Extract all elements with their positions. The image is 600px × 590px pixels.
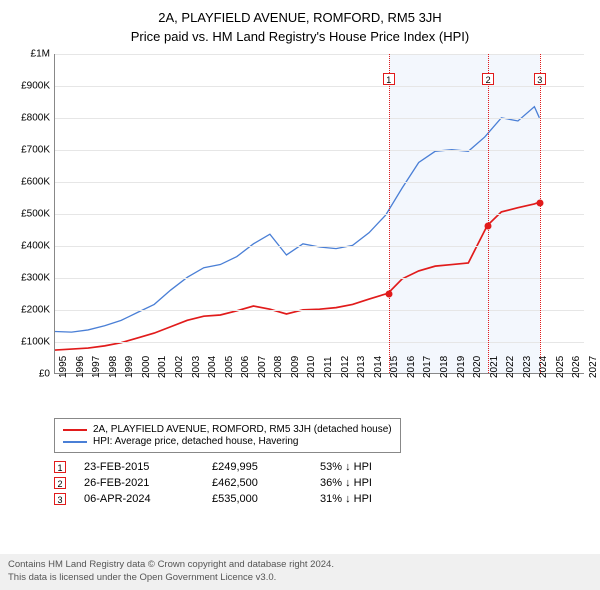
y-tick-label: £100K <box>10 337 50 348</box>
event-row-delta: 53% ↓ HPI <box>320 461 372 473</box>
event-row-date: 23-FEB-2015 <box>84 461 194 473</box>
gridline <box>55 182 584 183</box>
y-tick-label: £900K <box>10 81 50 92</box>
footer: Contains HM Land Registry data © Crown c… <box>0 554 600 590</box>
event-row-price: £535,000 <box>212 493 302 505</box>
title-address: 2A, PLAYFIELD AVENUE, ROMFORD, RM5 3JH <box>10 10 590 25</box>
x-tick-label: 1996 <box>75 356 86 378</box>
event-row-num: 1 <box>54 461 66 473</box>
footer-line1: Contains HM Land Registry data © Crown c… <box>8 559 592 572</box>
event-row: 1 23-FEB-2015 £249,995 53% ↓ HPI <box>54 461 590 473</box>
x-tick-label: 2015 <box>389 356 400 378</box>
legend: 2A, PLAYFIELD AVENUE, ROMFORD, RM5 3JH (… <box>54 418 401 453</box>
x-tick-label: 2009 <box>290 356 301 378</box>
y-tick-label: £700K <box>10 145 50 156</box>
footer-line2: This data is licensed under the Open Gov… <box>8 572 592 585</box>
event-row: 3 06-APR-2024 £535,000 31% ↓ HPI <box>54 493 590 505</box>
legend-swatch <box>63 429 87 431</box>
series-price_paid <box>55 202 539 350</box>
legend-row: HPI: Average price, detached house, Have… <box>63 436 392 447</box>
x-tick-label: 2000 <box>141 356 152 378</box>
x-tick-label: 1999 <box>124 356 135 378</box>
x-tick-label: 1997 <box>91 356 102 378</box>
event-row-num: 2 <box>54 477 66 489</box>
x-tick-label: 2013 <box>356 356 367 378</box>
x-tick-label: 2025 <box>555 356 566 378</box>
legend-label: 2A, PLAYFIELD AVENUE, ROMFORD, RM5 3JH (… <box>93 424 392 435</box>
y-tick-label: £200K <box>10 305 50 316</box>
x-tick-label: 2007 <box>257 356 268 378</box>
legend-swatch <box>63 441 87 443</box>
x-tick-label: 2023 <box>522 356 533 378</box>
x-tick-label: 2024 <box>538 356 549 378</box>
event-price-dot <box>485 223 492 230</box>
gridline <box>55 342 584 343</box>
event-vline <box>488 54 489 373</box>
plot: 1 2 3 <box>54 54 584 374</box>
x-tick-label: 2016 <box>406 356 417 378</box>
event-row-date: 06-APR-2024 <box>84 493 194 505</box>
gridline <box>55 246 584 247</box>
x-tick-label: 2012 <box>340 356 351 378</box>
event-marker-label: 3 <box>534 73 546 85</box>
y-tick-label: £300K <box>10 273 50 284</box>
event-price-dot <box>385 291 392 298</box>
x-tick-label: 2011 <box>323 356 334 378</box>
event-row: 2 26-FEB-2021 £462,500 36% ↓ HPI <box>54 477 590 489</box>
event-row-price: £462,500 <box>212 477 302 489</box>
event-row-date: 26-FEB-2021 <box>84 477 194 489</box>
gridline <box>55 118 584 119</box>
legend-label: HPI: Average price, detached house, Have… <box>93 436 299 447</box>
x-tick-label: 2005 <box>224 356 235 378</box>
x-tick-label: 1995 <box>58 356 69 378</box>
x-tick-label: 2020 <box>472 356 483 378</box>
x-tick-label: 2021 <box>489 356 500 378</box>
gridline <box>55 310 584 311</box>
y-tick-label: £800K <box>10 113 50 124</box>
x-tick-label: 2026 <box>571 356 582 378</box>
event-marker-label: 2 <box>482 73 494 85</box>
x-tick-label: 1998 <box>108 356 119 378</box>
y-tick-label: £600K <box>10 177 50 188</box>
event-row-num: 3 <box>54 493 66 505</box>
title-subtitle: Price paid vs. HM Land Registry's House … <box>10 29 590 44</box>
x-tick-label: 2022 <box>505 356 516 378</box>
event-price-dot <box>536 199 543 206</box>
x-tick-label: 2014 <box>373 356 384 378</box>
x-tick-label: 2002 <box>174 356 185 378</box>
x-tick-label: 2001 <box>157 356 168 378</box>
x-tick-label: 2017 <box>422 356 433 378</box>
gridline <box>55 214 584 215</box>
event-row-delta: 31% ↓ HPI <box>320 493 372 505</box>
series-hpi <box>55 107 539 332</box>
y-tick-label: £0 <box>10 369 50 380</box>
event-vline <box>540 54 541 373</box>
y-tick-label: £1M <box>10 49 50 60</box>
legend-row: 2A, PLAYFIELD AVENUE, ROMFORD, RM5 3JH (… <box>63 424 392 435</box>
event-vline <box>389 54 390 373</box>
y-tick-label: £400K <box>10 241 50 252</box>
gridline <box>55 86 584 87</box>
x-tick-label: 2008 <box>273 356 284 378</box>
gridline <box>55 150 584 151</box>
x-tick-label: 2004 <box>207 356 218 378</box>
chart-area: 123 £0£100K£200K£300K£400K£500K£600K£700… <box>10 54 590 374</box>
x-tick-label: 2003 <box>191 356 202 378</box>
x-tick-label: 2018 <box>439 356 450 378</box>
chart-container: 2A, PLAYFIELD AVENUE, ROMFORD, RM5 3JH P… <box>0 0 600 590</box>
y-tick-label: £500K <box>10 209 50 220</box>
gridline <box>55 278 584 279</box>
events-table: 1 23-FEB-2015 £249,995 53% ↓ HPI 2 26-FEB-202… <box>54 461 590 505</box>
x-tick-label: 2010 <box>306 356 317 378</box>
event-row-delta: 36% ↓ HPI <box>320 477 372 489</box>
gridline <box>55 54 584 55</box>
x-tick-label: 2019 <box>456 356 467 378</box>
event-row-price: £249,995 <box>212 461 302 473</box>
x-tick-label: 2006 <box>240 356 251 378</box>
x-tick-label: 2027 <box>588 356 599 378</box>
event-marker-label: 1 <box>383 73 395 85</box>
